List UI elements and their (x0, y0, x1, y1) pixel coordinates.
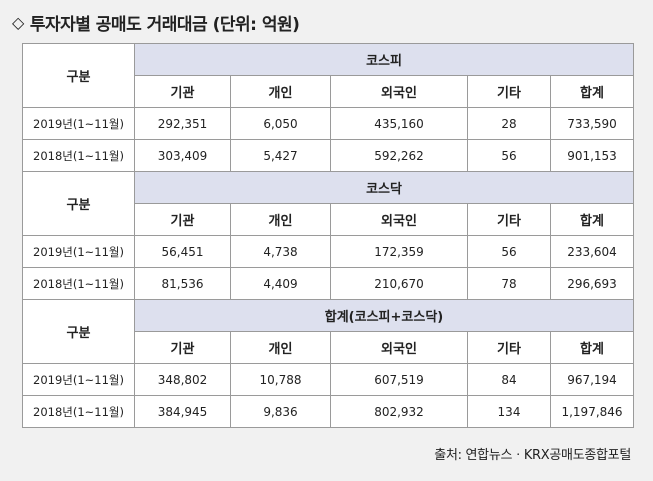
value-cell: 9,836 (230, 395, 331, 428)
value-cell: 384,945 (134, 395, 231, 428)
period-cell: 2018년(1~11월) (22, 395, 135, 428)
section-title: 합계(코스피+코스닥) (133, 299, 635, 332)
value-cell: 303,409 (134, 139, 231, 172)
column-header: 기관 (134, 203, 231, 236)
value-cell: 607,519 (330, 363, 468, 396)
source-note: 출처: 연합뉴스ㆍKRX공매도종합포털 (434, 448, 631, 463)
value-cell: 967,194 (549, 363, 635, 396)
value-cell: 802,932 (330, 395, 468, 428)
table-row: 2018년(1~11월) 303,409 5,427 592,262 56 901,153 (22, 139, 635, 172)
value-cell: 4,409 (230, 267, 331, 300)
column-header: 기타 (467, 331, 551, 364)
value-cell: 172,359 (330, 235, 468, 268)
column-header: 개인 (230, 331, 331, 364)
column-header: 기관 (134, 75, 231, 108)
value-cell: 134 (467, 395, 551, 428)
diamond-outline-icon: ◇ (12, 13, 24, 32)
value-cell: 84 (467, 363, 551, 396)
value-cell: 296,693 (549, 267, 635, 300)
column-header: 외국인 (330, 75, 468, 108)
period-cell: 2019년(1~11월) (22, 235, 135, 268)
short-selling-table: 구분 코스피 기관 개인 외국인 기타 합계 2019년(1~11월) 292,351 6,050… (22, 43, 635, 428)
table-row: 2018년(1~11월) 384,945 9,836 802,932 134 1,197,… (22, 395, 635, 428)
value-cell: 435,160 (330, 107, 468, 140)
value-cell: 56 (467, 235, 551, 268)
value-cell: 56,451 (134, 235, 231, 268)
value-cell: 56 (467, 139, 551, 172)
table-row: 2019년(1~11월) 292,351 6,050 435,160 28 733,590 (22, 107, 635, 140)
value-cell: 348,802 (134, 363, 231, 396)
column-header-row: 기관 개인 외국인 기타 합계 (23, 331, 635, 364)
column-header: 합계 (549, 75, 635, 108)
value-cell: 210,670 (330, 267, 468, 300)
table-row: 2019년(1~11월) 348,802 10,788 607,519 84 967,19… (22, 363, 635, 396)
value-cell: 901,153 (549, 139, 635, 172)
value-cell: 733,590 (549, 107, 635, 140)
value-cell: 78 (467, 267, 551, 300)
period-cell: 2019년(1~11월) (22, 363, 135, 396)
gubun-header: 구분 (22, 43, 135, 108)
gubun-header: 구분 (22, 299, 135, 364)
page-title: ◇ 투자자별 공매도 거래대금 (단위: 억원) (12, 10, 300, 35)
value-cell: 81,536 (134, 267, 231, 300)
column-header: 기타 (467, 203, 551, 236)
value-cell: 4,738 (230, 235, 331, 268)
value-cell: 292,351 (134, 107, 231, 140)
section-header-row: 구분 코스피 (22, 43, 635, 108)
period-cell: 2019년(1~11월) (22, 107, 135, 140)
value-cell: 592,262 (330, 139, 468, 172)
value-cell: 10,788 (230, 363, 331, 396)
section-header-row: 구분 합계(코스피+코스닥) (22, 299, 635, 364)
column-header: 개인 (230, 75, 331, 108)
column-header-row: 기관 개인 외국인 기타 합계 (23, 203, 635, 236)
value-cell: 5,427 (230, 139, 331, 172)
column-header: 기타 (467, 75, 551, 108)
column-header: 외국인 (330, 331, 468, 364)
value-cell: 1,197,846 (549, 395, 635, 428)
column-header-row: 기관 개인 외국인 기타 합계 (23, 75, 635, 108)
value-cell: 6,050 (230, 107, 331, 140)
column-header: 외국인 (330, 203, 468, 236)
section-title: 코스피 (133, 43, 635, 76)
table-row: 2018년(1~11월) 81,536 4,409 210,670 78 296,693 (22, 267, 635, 300)
column-header: 합계 (549, 331, 635, 364)
section-header-row: 구분 코스닥 (22, 171, 635, 236)
period-cell: 2018년(1~11월) (22, 139, 135, 172)
column-header: 기관 (134, 331, 231, 364)
column-header: 합계 (549, 203, 635, 236)
gubun-header: 구분 (22, 171, 135, 236)
period-cell: 2018년(1~11월) (22, 267, 135, 300)
value-cell: 233,604 (549, 235, 635, 268)
title-text: 투자자별 공매도 거래대금 (단위: 억원) (29, 15, 300, 35)
section-title: 코스닥 (133, 171, 635, 204)
column-header: 개인 (230, 203, 331, 236)
table-row: 2019년(1~11월) 56,451 4,738 172,359 56 233,604 (22, 235, 635, 268)
value-cell: 28 (467, 107, 551, 140)
